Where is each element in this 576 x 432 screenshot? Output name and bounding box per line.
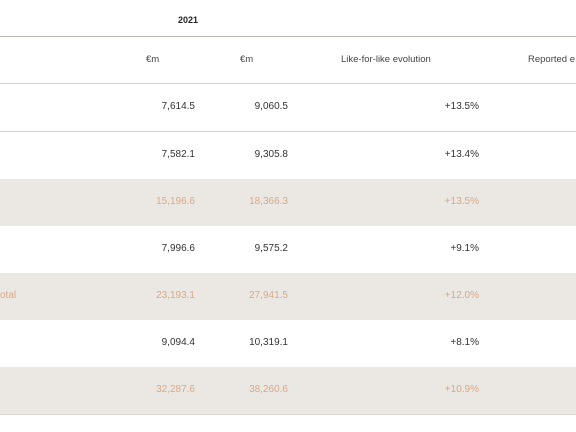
- row-evolution: +10.9%: [444, 384, 479, 395]
- row-value-1: 32,287.6: [156, 384, 195, 395]
- table-row: 7,582.1 9,305.8 +13.4%: [0, 132, 576, 179]
- table-header-row: €m €m Like-for-like evolution Reported e: [0, 37, 576, 83]
- row-value-2: 9,305.8: [254, 149, 288, 160]
- row-value-2: 9,060.5: [254, 101, 288, 112]
- row-value-2: 38,260.6: [249, 384, 288, 395]
- table-row: 7,996.6 9,575.2 +9.1%: [0, 226, 576, 273]
- column-header-eur-m-1: €m: [146, 54, 160, 65]
- column-header-reported: Reported e: [528, 54, 576, 65]
- table-row-total: 32,287.6 38,260.6 +10.9%: [0, 367, 576, 414]
- row-value-1: 15,196.6: [156, 196, 195, 207]
- row-evolution: +12.0%: [444, 290, 479, 301]
- row-value-1: 9,094.4: [161, 337, 195, 348]
- row-value-1: 7,582.1: [161, 149, 195, 160]
- row-evolution: +9.1%: [450, 243, 479, 254]
- column-header-eur-m-2: €m: [240, 54, 254, 65]
- row-evolution: +13.5%: [444, 101, 479, 112]
- row-value-1: 23,193.1: [156, 290, 195, 301]
- table-bottom-rule: [0, 414, 576, 415]
- header-bottom-rule: [0, 83, 576, 84]
- row-value-2: 10,319.1: [249, 337, 288, 348]
- row-value-1: 7,996.6: [161, 243, 195, 254]
- row-evolution: +13.4%: [444, 149, 479, 160]
- row-evolution: +13.5%: [444, 196, 479, 207]
- header-top-rule: [0, 36, 576, 37]
- row-value-2: 27,941.5: [249, 290, 288, 301]
- table-row: 7,614.5 9,060.5 +13.5%: [0, 84, 576, 131]
- table-row-subtotal: 15,196.6 18,366.3 +13.5%: [0, 179, 576, 226]
- row-value-1: 7,614.5: [161, 101, 195, 112]
- row-evolution: +8.1%: [450, 337, 479, 348]
- row-value-2: 18,366.3: [249, 196, 288, 207]
- row-value-2: 9,575.2: [254, 243, 288, 254]
- column-header-like-for-like: Like-for-like evolution: [341, 54, 431, 65]
- row-label: otal: [0, 290, 17, 301]
- table-row: 9,094.4 10,319.1 +8.1%: [0, 320, 576, 367]
- year-heading: 2021: [178, 15, 199, 25]
- row-divider: [0, 131, 576, 132]
- table-row-subtotal: otal 23,193.1 27,941.5 +12.0%: [0, 273, 576, 320]
